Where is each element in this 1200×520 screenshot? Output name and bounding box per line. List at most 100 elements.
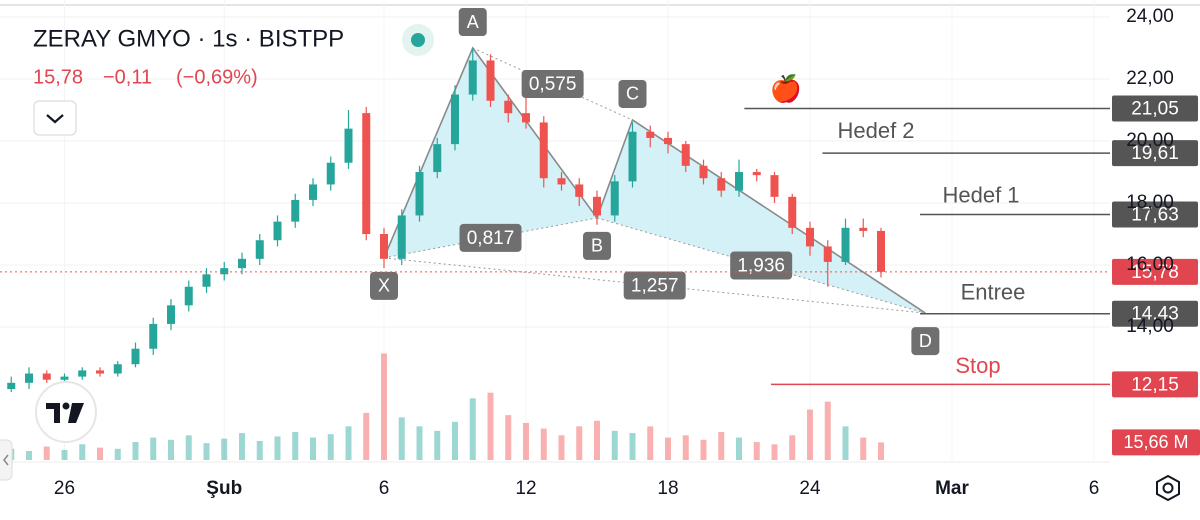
volume-bar <box>416 426 423 460</box>
pattern-fill <box>384 48 597 258</box>
candle-body <box>433 144 442 173</box>
candle-body <box>806 227 814 247</box>
volume-bar <box>256 440 263 460</box>
candle-body <box>468 60 477 95</box>
candle-body <box>149 323 158 349</box>
volume-bar <box>469 398 476 460</box>
point-label-box <box>458 8 487 37</box>
ratio-label: 0,817 <box>467 228 515 249</box>
candle-body <box>735 172 743 191</box>
quote-change-pct: (−0,69%) <box>176 66 258 88</box>
x-tick-label: 18 <box>657 478 678 499</box>
candle-body <box>610 181 619 216</box>
volume-bar <box>611 430 618 460</box>
candle-body <box>397 215 406 259</box>
price-tag: 14,43 <box>1131 304 1179 325</box>
ratio-line <box>383 257 926 314</box>
candle-body <box>646 131 655 138</box>
candle-body <box>681 144 690 166</box>
candle-body <box>415 172 424 216</box>
x-tick-label: Şub <box>206 478 242 499</box>
candle-body <box>42 373 51 380</box>
volume-bar <box>452 421 458 460</box>
price-tag: 19,61 <box>1131 143 1179 164</box>
candle-body <box>575 184 584 197</box>
tradingview-logo[interactable] <box>35 381 97 443</box>
point-label-box <box>618 79 647 108</box>
candle-body <box>752 172 761 176</box>
candle-body <box>770 175 779 197</box>
price-tag: 12,15 <box>1131 374 1179 395</box>
volume-bar <box>594 420 600 460</box>
market-status-button[interactable] <box>402 24 434 56</box>
volume-bar <box>168 439 174 460</box>
settings-button[interactable] <box>1156 474 1180 502</box>
candle-body <box>238 258 246 269</box>
volume-bar <box>381 353 387 460</box>
volume-bar <box>26 451 32 460</box>
volume-bar <box>292 431 299 460</box>
volume-bar <box>363 412 370 460</box>
ratio-label-box <box>521 70 584 99</box>
volume-bar <box>789 435 796 460</box>
side-tab[interactable] <box>0 439 13 481</box>
point-label: C <box>626 84 639 104</box>
collapse-button[interactable] <box>33 100 77 136</box>
price-tag-box <box>1112 300 1198 327</box>
volume-bar <box>487 392 494 460</box>
candle-body <box>131 348 140 365</box>
candle-body <box>451 94 459 145</box>
y-tick-label: 24,00 <box>1126 6 1174 27</box>
point-label: D <box>919 331 932 351</box>
candle-body <box>96 370 104 374</box>
candle-body <box>699 165 708 179</box>
y-tick-label: 16,00 <box>1126 254 1174 275</box>
level-label: 🍎 <box>770 72 802 103</box>
ratio-label-box <box>730 251 793 280</box>
volume-bar <box>753 442 760 460</box>
volume-bar <box>310 437 316 460</box>
candle-body <box>380 234 388 259</box>
grid <box>0 0 1110 460</box>
x-tick-label: 12 <box>515 478 536 499</box>
candle-body <box>539 122 548 179</box>
level-label: Hedef 1 <box>942 182 1019 207</box>
x-tick-label: 6 <box>379 478 390 499</box>
ratio-label: 1,257 <box>631 276 679 297</box>
ratio-label-box <box>623 271 686 300</box>
volume-bar <box>700 439 707 460</box>
volume-bar <box>114 448 121 460</box>
volume-bar <box>682 435 689 460</box>
candle-body <box>78 370 87 377</box>
ratio-label-box <box>459 223 522 252</box>
volume-bar <box>239 433 245 460</box>
price-tag-box <box>1112 258 1198 285</box>
price-tag: 17,63 <box>1131 205 1179 226</box>
candle-body <box>522 113 530 123</box>
volume-bar <box>771 444 778 460</box>
candle-body <box>859 227 868 231</box>
candle-body <box>273 221 282 241</box>
candle-body <box>25 373 33 383</box>
ratio-line <box>472 47 633 121</box>
price-tag-box <box>1112 95 1198 122</box>
overlay: 0,817 0,575 1,257 1,936 X A B C D 🍎 21,05 Hedef 2 19… <box>0 8 1200 456</box>
candle-body <box>362 113 371 235</box>
volume-bar <box>398 417 405 460</box>
volume-bar <box>327 434 334 460</box>
volume-bar <box>860 437 867 460</box>
candle-body <box>291 199 300 222</box>
candle-body <box>167 305 175 324</box>
candle-body <box>664 137 672 145</box>
candle-body <box>255 240 264 259</box>
volume-bar <box>629 433 636 460</box>
price-tag-box <box>1112 201 1198 228</box>
x-tick-label: Mar <box>935 478 969 499</box>
volume-bar <box>345 426 352 460</box>
candle-body <box>113 364 122 374</box>
volume-bar <box>842 426 849 460</box>
y-tick-label: 22,00 <box>1126 68 1174 89</box>
quote-change: −0,11 <box>103 66 152 88</box>
